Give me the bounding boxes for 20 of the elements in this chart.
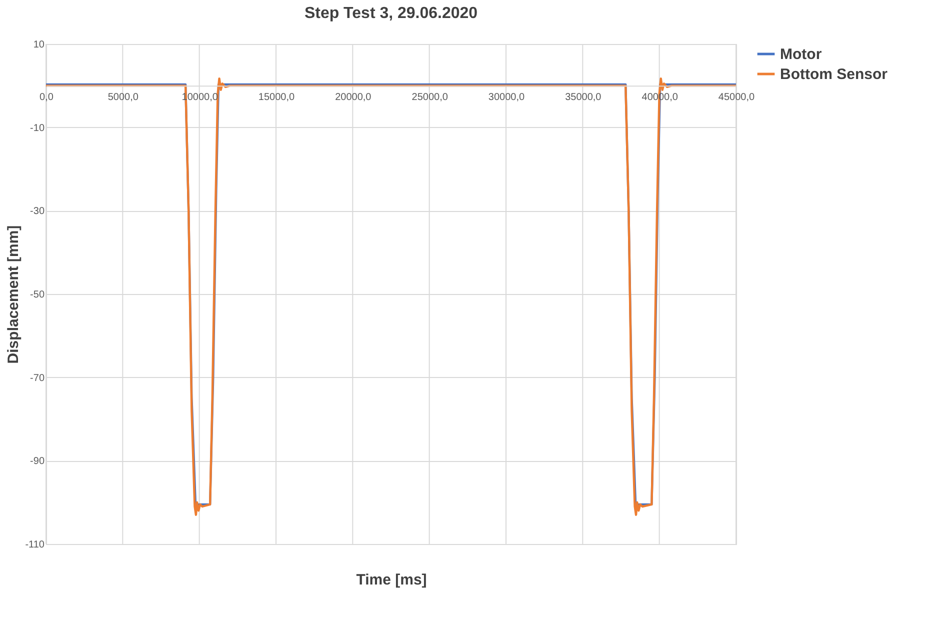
y-tick-label: -110 [25,540,45,550]
x-tick-label: 30000,0 [488,92,526,104]
y-tick-label: -10 [30,122,45,134]
legend-label: Bottom Sensor [780,66,888,83]
y-tick-label: -50 [30,290,45,300]
x-tick-label: 45000,0 [718,92,756,104]
x-tick-label: 0,0 [40,92,54,104]
y-tick-label: 10 [33,40,45,50]
x-tick-label: 20000,0 [335,92,372,104]
x-tick-label: 5000,0 [108,92,139,104]
y-tick-label: -30 [30,206,45,218]
x-tick-label: 25000,0 [412,92,448,104]
y-tick-label: -70 [30,372,45,384]
y-tick-label: -90 [30,456,45,468]
y-axis-title: Displacement [mm] [5,225,22,364]
legend-label: Motor [780,46,822,63]
x-axis-title: Time [ms] [356,572,427,588]
x-tick-label: 35000,0 [565,92,602,104]
x-tick-label: 15000,0 [258,92,296,104]
chart-title: Step Test 3, 29.06.2020 [304,5,478,22]
